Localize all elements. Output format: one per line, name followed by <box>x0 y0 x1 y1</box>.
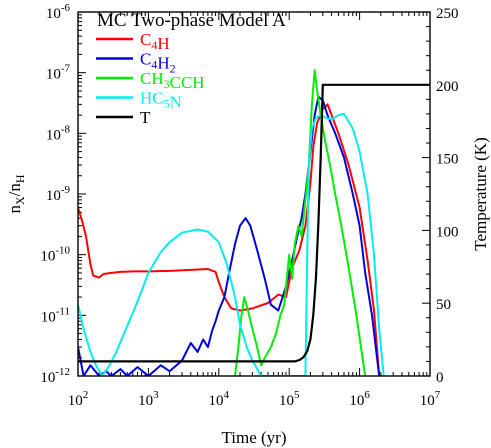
y2-tick-label: 0 <box>436 370 444 386</box>
y2-tick-label: 50 <box>436 297 451 313</box>
legend-label: C4H <box>140 30 170 53</box>
legend-label: CH3CCH <box>140 69 205 92</box>
x-tick-label: 103 <box>138 389 159 409</box>
y-tick-label: 10-12 <box>40 366 70 386</box>
y-tick-label: 10-9 <box>46 184 71 204</box>
x-tick-label: 107 <box>420 389 441 409</box>
tick-labels: 102 103 104 105 106 107 10-12 10-11 10-10 10-9 10-… <box>40 2 458 409</box>
series-lines <box>78 69 430 376</box>
series-line-c4h2 <box>78 95 381 376</box>
x-axis-title: Time (yr) <box>221 428 286 447</box>
series-line-hc5n <box>78 112 385 376</box>
y2-tick-label: 250 <box>436 6 459 22</box>
y2-tick-label: 150 <box>436 152 459 168</box>
series-line-t <box>78 83 430 363</box>
y2-axis-title: Temperature (K) <box>471 137 490 251</box>
y-tick-label: 10-10 <box>40 245 70 265</box>
legend-label: HC5N <box>140 89 182 112</box>
y2-tick-label: 200 <box>436 79 459 95</box>
y-tick-label: 10-8 <box>46 123 71 143</box>
x-tick-label: 102 <box>68 389 89 409</box>
y-tick-label: 10-11 <box>41 305 70 325</box>
y-tick-label: 10-7 <box>46 63 71 83</box>
series-line-c4h <box>78 103 381 376</box>
plot-frame <box>77 11 431 377</box>
x-tick-label: 104 <box>209 389 230 409</box>
x-tick-label: 106 <box>349 389 370 409</box>
series-line-ch3cch <box>234 69 367 376</box>
x-tick-label: 105 <box>279 389 300 409</box>
legend-label: C4H2 <box>140 50 176 76</box>
legend-label: T <box>140 108 151 127</box>
y2-tick-label: 100 <box>436 224 459 240</box>
axis-ticks <box>77 11 430 377</box>
y-axis-title: nX/nH <box>5 174 27 213</box>
chart-title: MC Two-phase Model A <box>97 10 286 31</box>
y-tick-label: 10-6 <box>46 2 71 22</box>
